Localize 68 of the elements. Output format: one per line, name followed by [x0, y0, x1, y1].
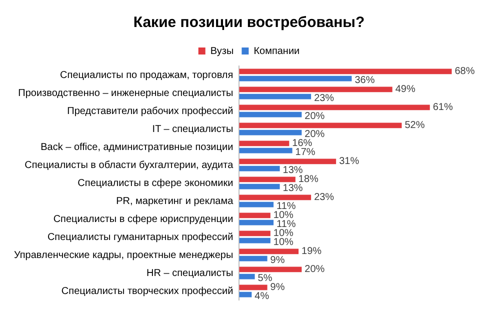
data-label: 36%: [354, 74, 375, 86]
bar: [239, 68, 452, 74]
y-tick-label: IT – специалисты: [152, 124, 234, 135]
bar: [239, 176, 296, 182]
data-label: 49%: [395, 84, 416, 95]
data-label: 61%: [432, 102, 453, 113]
bar: [239, 202, 274, 208]
data-label: 18%: [298, 174, 319, 185]
data-label: 19%: [302, 246, 322, 257]
bar: [239, 238, 270, 244]
bar: [239, 194, 312, 200]
data-label: 23%: [314, 92, 334, 104]
bar: [239, 94, 312, 100]
data-label: 11%: [276, 218, 296, 230]
bar: [239, 140, 290, 146]
y-tick-label: Специалисты творческих профессий: [61, 286, 234, 297]
data-label: 23%: [314, 192, 334, 203]
bar: [239, 112, 302, 118]
data-label: 68%: [454, 66, 475, 77]
y-tick-label: Специалисты гуманитарных профессий: [47, 232, 234, 243]
bar: [239, 256, 268, 262]
bar: [239, 148, 292, 154]
bar: [239, 86, 392, 92]
data-label: 17%: [295, 146, 316, 158]
data-label: 20%: [304, 110, 325, 122]
legend-label: Вузы: [210, 46, 234, 57]
bar: [239, 230, 270, 236]
y-tick-label: Специалисты в сфере юриспруденции: [53, 214, 234, 225]
data-label: 10%: [273, 228, 294, 239]
bar: [239, 166, 280, 172]
legend-label: Компании: [254, 46, 300, 57]
data-label: 13%: [282, 164, 303, 176]
data-label: 20%: [304, 128, 325, 140]
y-tick-label: Специалисты по продажам, торговля: [60, 70, 234, 81]
bar: [239, 76, 352, 82]
data-label: 10%: [273, 236, 294, 248]
data-label: 11%: [276, 200, 296, 212]
y-tick-label: Специалисты в сфере экономики: [78, 178, 234, 189]
chart-title: Какие позиции востребованы?: [133, 14, 365, 32]
bar: [239, 122, 402, 128]
bar: [239, 104, 430, 110]
data-label: 13%: [282, 182, 303, 194]
data-label: 5%: [258, 272, 272, 284]
data-label: 31%: [339, 156, 360, 167]
data-label: 9%: [270, 254, 285, 266]
data-label: 20%: [304, 264, 325, 275]
bar: [239, 266, 302, 272]
bar: [239, 292, 252, 298]
data-label: 10%: [273, 210, 294, 221]
bar: [239, 184, 280, 190]
y-tick-label: HR – специалисты: [146, 268, 234, 279]
bar: [239, 220, 274, 226]
data-label: 16%: [292, 138, 312, 149]
data-label: 4%: [254, 290, 270, 302]
bar: [239, 274, 255, 280]
bar: [239, 284, 268, 290]
bar: [239, 212, 270, 218]
data-label: 52%: [404, 120, 425, 131]
bar: [239, 130, 302, 136]
data-label: 9%: [270, 282, 285, 293]
bar: [239, 248, 299, 254]
y-tick-label: PR, маркетинг и реклама: [116, 196, 234, 207]
bar: [239, 158, 336, 164]
y-tick-label: Представители рабочих профессий: [67, 106, 234, 117]
y-tick-label: Производственно – инженерные специалисты: [18, 88, 234, 99]
y-tick-label: Back – office, административные позиции: [40, 142, 234, 153]
y-tick-label: Специалисты в области бухгалтерии, аудита: [24, 160, 234, 171]
y-tick-label: Управленческие кадры, проектные менеджеры: [14, 250, 234, 261]
